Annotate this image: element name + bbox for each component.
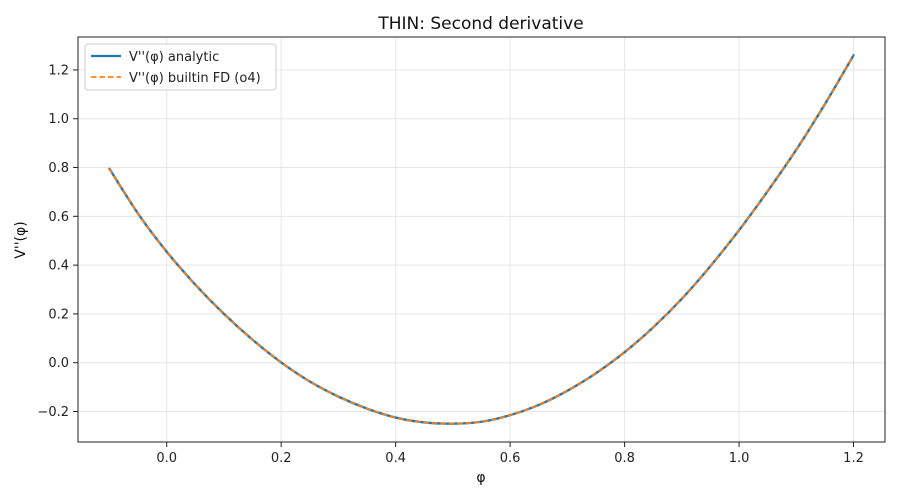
legend: V''(φ) analytic V''(φ) builtin FD (o4) xyxy=(84,43,277,91)
legend-label-builtin-fd: V''(φ) builtin FD (o4) xyxy=(129,71,261,86)
series-line-builtin-fd xyxy=(108,54,855,425)
legend-label-analytic: V''(φ) analytic xyxy=(129,50,219,65)
y-tick-label: 0.0 xyxy=(48,356,69,371)
y-tick-label: 1.0 xyxy=(48,112,69,127)
plot-frame xyxy=(77,36,886,443)
x-tick-label: 0.2 xyxy=(271,451,292,466)
axis-ticks: 0.0 0.2 0.4 0.6 0.8 1.0 1.2 −0.2 0.0 0.2 0.4 0.6 0.8… xyxy=(37,63,863,466)
series-lines xyxy=(108,54,855,425)
grid xyxy=(78,37,885,442)
x-tick-label: 0.6 xyxy=(500,451,521,466)
x-tick-label: 1.2 xyxy=(843,451,864,466)
y-tick-label: 1.2 xyxy=(48,63,69,78)
y-tick-label: 0.6 xyxy=(48,210,69,225)
y-tick-label: −0.2 xyxy=(37,405,69,420)
y-axis-label: V''(φ) xyxy=(13,221,29,258)
x-tick-label: 0.4 xyxy=(385,451,406,466)
y-tick-label: 0.2 xyxy=(48,307,69,322)
x-tick-label: 0.0 xyxy=(156,451,177,466)
x-tick-label: 1.0 xyxy=(729,451,750,466)
legend-box xyxy=(84,43,277,91)
x-tick-label: 0.8 xyxy=(614,451,635,466)
x-axis-label: φ xyxy=(476,470,485,486)
chart-title: THIN: Second derivative xyxy=(377,14,583,34)
y-tick-label: 0.8 xyxy=(48,161,69,176)
y-tick-label: 0.4 xyxy=(48,259,69,274)
